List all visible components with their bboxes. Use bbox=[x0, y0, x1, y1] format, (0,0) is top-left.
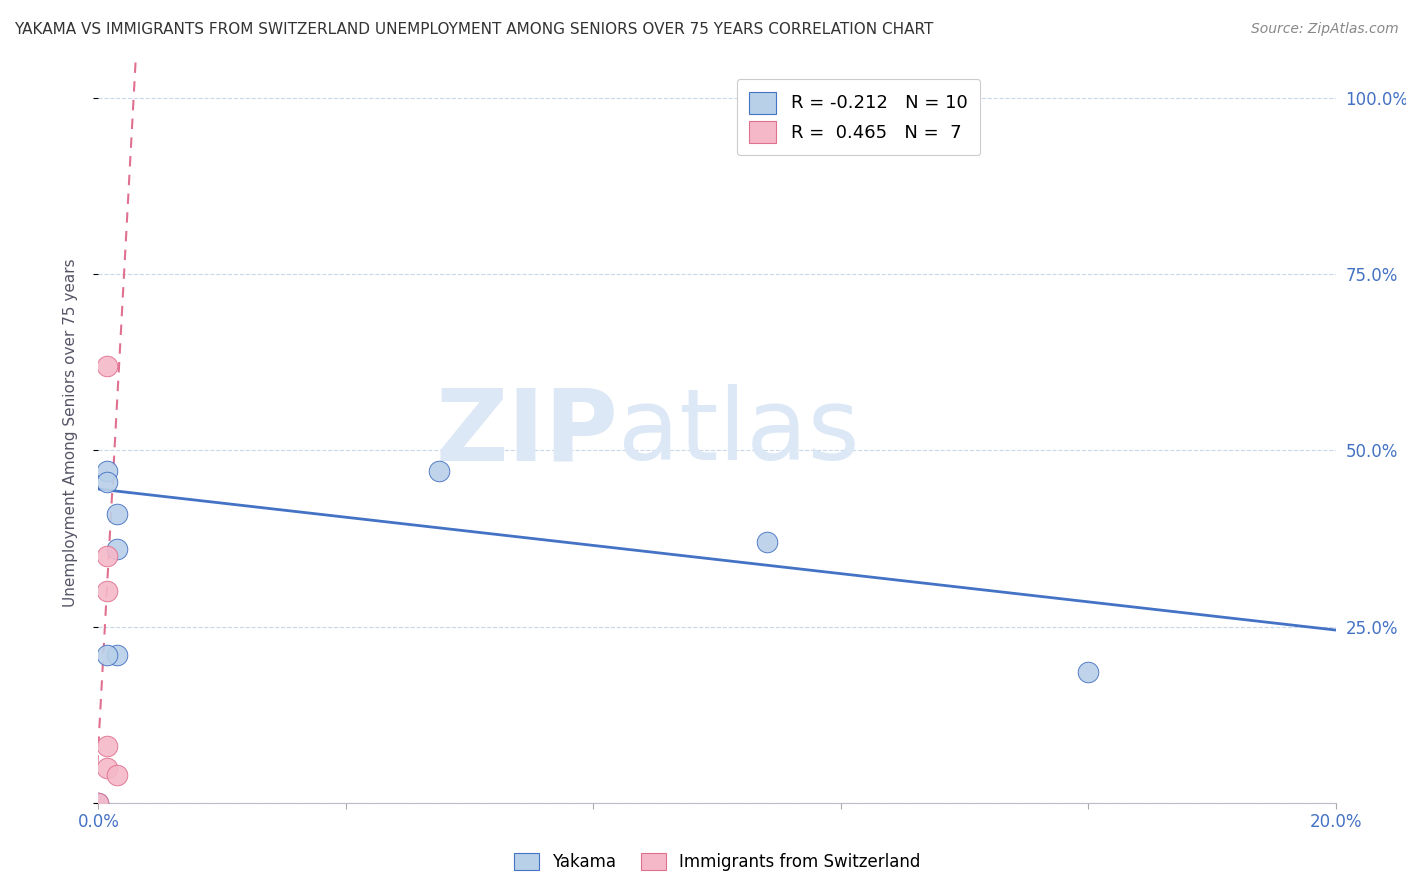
Point bbox=[755, 535, 778, 549]
Point bbox=[96, 464, 118, 478]
Point bbox=[96, 648, 118, 662]
Point bbox=[96, 739, 118, 754]
Point bbox=[105, 767, 128, 781]
Point bbox=[105, 648, 128, 662]
Y-axis label: Unemployment Among Seniors over 75 years: Unemployment Among Seniors over 75 years bbox=[63, 259, 77, 607]
Point bbox=[96, 359, 118, 373]
Point bbox=[96, 760, 118, 774]
Point bbox=[427, 464, 450, 478]
Point bbox=[96, 584, 118, 599]
Text: Source: ZipAtlas.com: Source: ZipAtlas.com bbox=[1251, 22, 1399, 37]
Point bbox=[105, 541, 128, 556]
Point bbox=[105, 507, 128, 521]
Point bbox=[96, 475, 118, 489]
Legend: Yakama, Immigrants from Switzerland: Yakama, Immigrants from Switzerland bbox=[505, 845, 929, 880]
Point bbox=[87, 796, 110, 810]
Text: YAKAMA VS IMMIGRANTS FROM SWITZERLAND UNEMPLOYMENT AMONG SENIORS OVER 75 YEARS C: YAKAMA VS IMMIGRANTS FROM SWITZERLAND UN… bbox=[14, 22, 934, 37]
Text: atlas: atlas bbox=[619, 384, 859, 481]
Point bbox=[87, 796, 110, 810]
Text: ZIP: ZIP bbox=[436, 384, 619, 481]
Point bbox=[1077, 665, 1099, 680]
Point bbox=[96, 549, 118, 563]
